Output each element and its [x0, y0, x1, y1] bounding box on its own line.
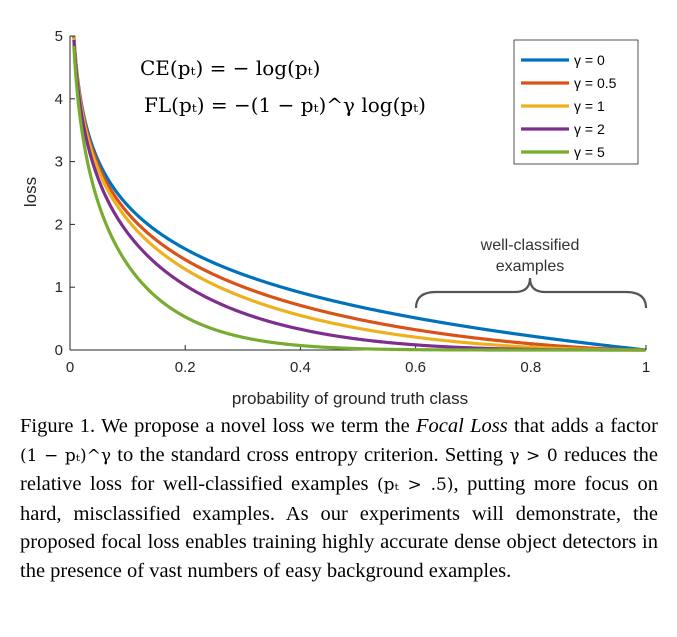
- figure-caption: Figure 1. We propose a novel loss we ter…: [20, 412, 658, 585]
- x-tick-label: 0.4: [290, 359, 311, 376]
- legend-label: γ = 1: [574, 98, 605, 114]
- legend-label: γ = 5: [574, 144, 605, 160]
- y-tick-label: 1: [55, 279, 63, 296]
- well-classified-annotation: well-classified examples: [414, 237, 648, 309]
- y-axis-label: loss: [21, 177, 40, 207]
- legend-label: γ = 0.5: [574, 75, 617, 91]
- legend-label: γ = 0: [574, 52, 605, 68]
- caption-gamma-condition: γ > 0: [509, 445, 558, 466]
- plot-area: 0 0.2 0.4 0.6 0.8 1 0 1 2 3 4 5: [55, 28, 651, 376]
- x-axis-label: probability of ground truth class: [232, 389, 468, 408]
- x-tick-label: 0.6: [405, 359, 426, 376]
- caption-part-4: reduces the relative loss for well-class…: [20, 443, 658, 496]
- y-tick-label: 5: [55, 28, 63, 45]
- caption-part-1: Figure 1. We propose a novel loss we ter…: [20, 415, 416, 437]
- series-line: [72, 45, 646, 352]
- caption-part-2: that adds a factor: [507, 415, 658, 437]
- ce-equation: CE(pₜ) = − log(pₜ): [140, 56, 320, 80]
- x-axis-ticks: 0 0.2 0.4 0.6 0.8 1: [66, 345, 650, 376]
- legend-items: γ = 0 γ = 0.5 γ = 1 γ = 2 γ = 5: [521, 52, 617, 160]
- focal-loss-chart: 0 0.2 0.4 0.6 0.8 1 0 1 2 3 4 5 probability of gro…: [21, 28, 651, 408]
- x-tick-label: 1: [642, 359, 650, 376]
- fl-equation: FL(pₜ) = −(1 − pₜ)^γ log(pₜ): [144, 93, 426, 117]
- caption-part-3: to the standard cross entropy criterion.…: [110, 443, 510, 466]
- caption-focal-loss: Focal Loss: [416, 415, 508, 437]
- y-axis-ticks: 0 1 2 3 4 5: [55, 28, 75, 359]
- x-tick-label: 0: [66, 359, 74, 376]
- y-tick-label: 2: [55, 216, 63, 233]
- annotation-line-2: examples: [496, 258, 564, 275]
- x-tick-label: 0.8: [520, 359, 541, 376]
- caption-factor: (1 − pₜ)^γ: [20, 445, 111, 466]
- curly-brace: [414, 277, 648, 309]
- y-tick-label: 4: [55, 91, 63, 108]
- y-tick-label: 0: [55, 342, 63, 359]
- series-lines: [72, 35, 646, 352]
- annotation-line-1: well-classified: [480, 237, 580, 254]
- caption-part-5: , putting more focus on hard, misclassif…: [20, 473, 658, 582]
- x-tick-label: 0.2: [175, 359, 196, 376]
- legend-label: γ = 2: [574, 121, 605, 137]
- series-line: [72, 36, 646, 352]
- y-tick-label: 3: [55, 154, 63, 171]
- series-line: [72, 35, 646, 352]
- legend: γ = 0 γ = 0.5 γ = 1 γ = 2 γ = 5: [513, 39, 639, 165]
- caption-pt-condition: (pₜ > .5): [377, 475, 454, 495]
